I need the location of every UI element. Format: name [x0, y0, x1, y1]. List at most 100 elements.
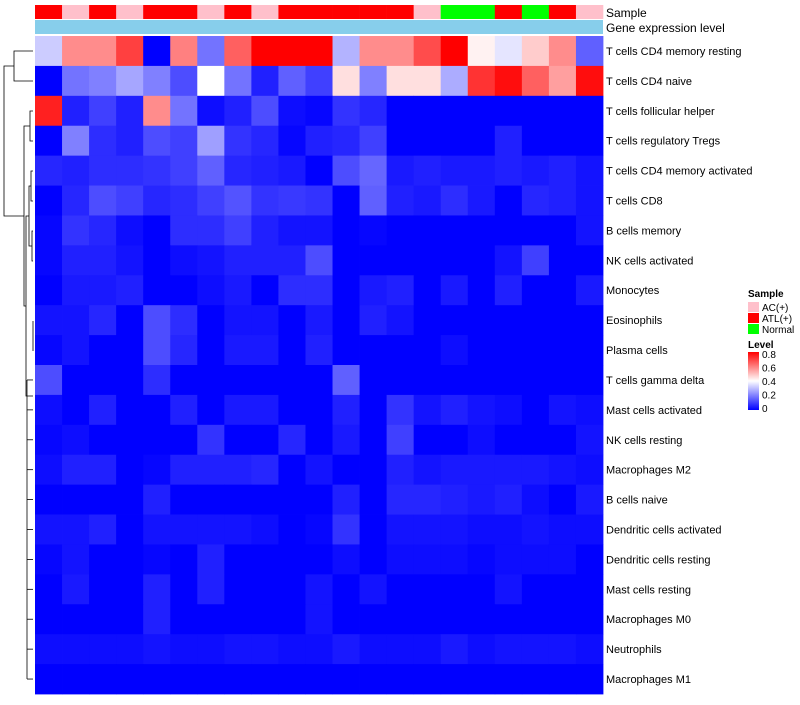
heatmap-cell [62, 514, 90, 545]
heatmap-cell [548, 95, 577, 127]
heatmap-cell [62, 185, 90, 216]
heatmap-cell [305, 245, 333, 276]
heatmap-cell [494, 125, 523, 157]
heatmap-cell [143, 275, 171, 306]
heatmap-cell [575, 275, 604, 306]
heatmap-cell [332, 335, 360, 366]
heatmap-cell [170, 275, 198, 306]
heatmap-cell [413, 155, 442, 186]
sample-track-cell [440, 5, 469, 19]
heatmap-cell [278, 664, 306, 695]
heatmap-cell [251, 275, 279, 306]
heatmap-cell [251, 335, 279, 366]
sample-track-cell [170, 5, 198, 19]
heatmap-cell [575, 394, 604, 426]
sample-track-cell [386, 5, 414, 19]
heatmap-cell [251, 215, 279, 246]
heatmap-cell [170, 664, 198, 695]
heatmap-cell [413, 634, 442, 665]
sample-legend-title: Sample [748, 289, 784, 300]
heatmap-cell [143, 305, 171, 336]
heatmap-cell [548, 215, 577, 246]
heatmap-cell [62, 65, 90, 97]
heatmap-cell [170, 245, 198, 276]
heatmap-cell [548, 335, 577, 366]
heatmap-cell [521, 424, 550, 456]
heatmap-cell [413, 95, 442, 127]
heatmap-cell [467, 664, 496, 695]
heatmap-cell [413, 365, 442, 396]
heatmap-cell [332, 185, 360, 216]
heatmap-cell [251, 305, 279, 336]
sample-legend-label: Normal [762, 325, 794, 336]
sample-legend-label: AC(+) [762, 303, 788, 314]
heatmap-cell [440, 305, 469, 336]
dendrogram-branch [31, 230, 33, 262]
row-label: T cells follicular helper [606, 106, 715, 118]
heatmap-cell [197, 245, 225, 276]
heatmap-cell [386, 245, 415, 276]
heatmap-cell [575, 544, 604, 575]
heatmap-cell [278, 155, 306, 186]
sample-track-cell [224, 5, 252, 19]
heatmap-cell [251, 394, 279, 426]
heatmap-cell [197, 95, 225, 127]
heatmap-cell [305, 185, 333, 216]
heatmap-cell [116, 604, 144, 635]
heatmap-cell [224, 664, 252, 695]
row-label: NK cells resting [606, 435, 682, 447]
heatmap-cell [89, 36, 117, 67]
heatmap-cell [251, 574, 279, 605]
row-label: T cells gamma delta [606, 375, 705, 387]
heatmap-cell [278, 634, 306, 665]
heatmap-cell [467, 634, 496, 665]
heatmap-cell [386, 604, 415, 635]
heatmap-cell [494, 484, 523, 515]
heatmap-cell [413, 604, 442, 635]
heatmap-cell [116, 664, 144, 695]
heatmap-cell [440, 365, 469, 396]
heatmap-cell [35, 394, 63, 426]
row-label: Macrophages M1 [606, 674, 691, 686]
heatmap-cell [251, 604, 279, 635]
sample-legend-swatch [748, 313, 759, 323]
heatmap-cell [62, 574, 90, 605]
heatmap-cell [89, 65, 117, 97]
heatmap-cell [494, 544, 523, 575]
sample-annotation-track [35, 5, 604, 19]
row-dendrogram [3, 50, 34, 680]
heatmap-cell [494, 574, 523, 605]
heatmap-cell [386, 335, 415, 366]
dendrogram-branch [30, 170, 33, 202]
heatmap-cell [62, 275, 90, 306]
heatmap-cell [62, 394, 90, 426]
heatmap-cell [224, 155, 252, 186]
heatmap-cell [170, 365, 198, 396]
heatmap-cell [35, 65, 63, 97]
heatmap-cell [386, 95, 415, 127]
heatmap-cell [521, 65, 550, 97]
heatmap-cell [386, 424, 415, 456]
heatmap-cell [359, 424, 388, 456]
heatmap-cell [197, 604, 225, 635]
heatmap-cell [467, 185, 496, 216]
heatmap-cell [359, 245, 388, 276]
heatmap-cells [35, 36, 604, 695]
heatmap-cell [575, 36, 604, 67]
heatmap-cell [413, 335, 442, 366]
heatmap-cell [35, 365, 63, 396]
heatmap-cell [440, 394, 469, 426]
heatmap-cell [359, 454, 388, 486]
level-tick-label: 0.8 [762, 350, 776, 361]
sample-track-cell [305, 5, 333, 19]
row-label: Mast cells resting [606, 584, 691, 596]
heatmap-cell [116, 454, 144, 486]
heatmap-cell [494, 335, 523, 366]
heatmap-cell [305, 65, 333, 97]
heatmap-cell [386, 185, 415, 216]
heatmap-cell [35, 245, 63, 276]
heatmap-cell [386, 125, 415, 157]
heatmap-cell [224, 514, 252, 545]
